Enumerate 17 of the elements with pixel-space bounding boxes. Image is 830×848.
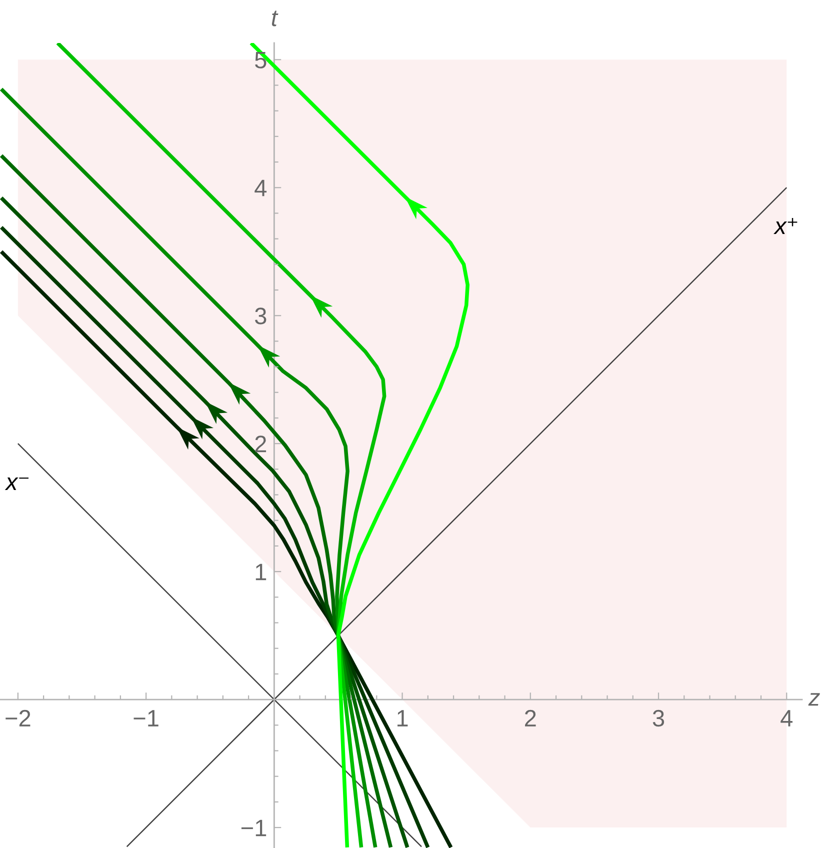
- y-axis-title: t: [272, 10, 278, 26]
- annotation: x⁺: [774, 218, 798, 234]
- y-tick-label: 1: [256, 564, 266, 580]
- line-series: [56, 43, 386, 848]
- y-tick-label: 3: [254, 308, 266, 324]
- annotation: x⁻: [4, 477, 28, 490]
- x-tick-label: 2: [525, 710, 536, 726]
- y-tick-label: 4: [254, 180, 267, 196]
- x-tick-label: −2: [6, 710, 30, 726]
- y-tick-label: 5: [255, 52, 266, 68]
- x-axis-title: z: [808, 693, 820, 706]
- x-tick-label: −1: [134, 710, 158, 726]
- x-tick-label: 1: [398, 710, 408, 726]
- y-tick-label: −1: [241, 820, 266, 836]
- x-tick-label: 4: [780, 710, 792, 726]
- y-tick-label: 2: [255, 436, 266, 452]
- x-tick-label: 3: [652, 710, 664, 727]
